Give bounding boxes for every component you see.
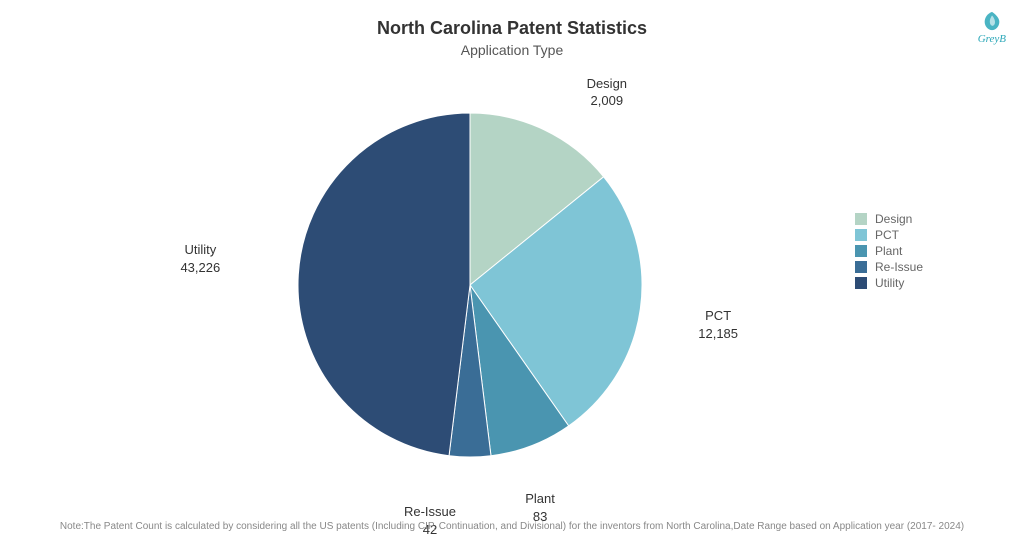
slice-label-value: 2,009 xyxy=(567,92,647,110)
chart-subtitle: Application Type xyxy=(0,42,1024,58)
legend-label: PCT xyxy=(875,228,899,242)
slice-label-name: Design xyxy=(567,75,647,93)
legend-swatch xyxy=(855,277,867,289)
legend: Design PCT Plant Re-Issue Utility xyxy=(855,210,923,292)
legend-swatch xyxy=(855,213,867,225)
logo-icon xyxy=(981,10,1003,32)
legend-item-utility: Utility xyxy=(855,276,923,290)
slice-label-name: PCT xyxy=(678,307,758,325)
legend-label: Design xyxy=(875,212,912,226)
chart-title: North Carolina Patent Statistics xyxy=(0,18,1024,39)
brand-logo: GreyB xyxy=(978,10,1006,45)
pie-slice-utility xyxy=(298,113,470,456)
slice-label-name: Utility xyxy=(160,241,240,259)
logo-text: GreyB xyxy=(978,33,1006,45)
pie-chart xyxy=(296,111,644,464)
slice-label-name: Plant xyxy=(500,490,580,508)
slice-label-value: 12,185 xyxy=(678,325,758,343)
slice-label-name: Re-Issue xyxy=(390,503,470,521)
chart-container: North Carolina Patent Statistics Applica… xyxy=(0,0,1024,546)
footnote: Note:The Patent Count is calculated by c… xyxy=(0,521,1024,532)
legend-label: Utility xyxy=(875,276,904,290)
slice-label-utility: Utility43,226 xyxy=(160,241,240,276)
slice-label-design: Design2,009 xyxy=(567,75,647,110)
legend-swatch xyxy=(855,229,867,241)
slice-label-value: 43,226 xyxy=(160,259,240,277)
slice-label-pct: PCT12,185 xyxy=(678,307,758,342)
legend-swatch xyxy=(855,245,867,257)
legend-label: Plant xyxy=(875,244,902,258)
legend-item-design: Design xyxy=(855,212,923,226)
pie-svg xyxy=(296,111,644,459)
legend-item-pct: PCT xyxy=(855,228,923,242)
legend-label: Re-Issue xyxy=(875,260,923,274)
legend-swatch xyxy=(855,261,867,273)
legend-item-re-issue: Re-Issue xyxy=(855,260,923,274)
legend-item-plant: Plant xyxy=(855,244,923,258)
